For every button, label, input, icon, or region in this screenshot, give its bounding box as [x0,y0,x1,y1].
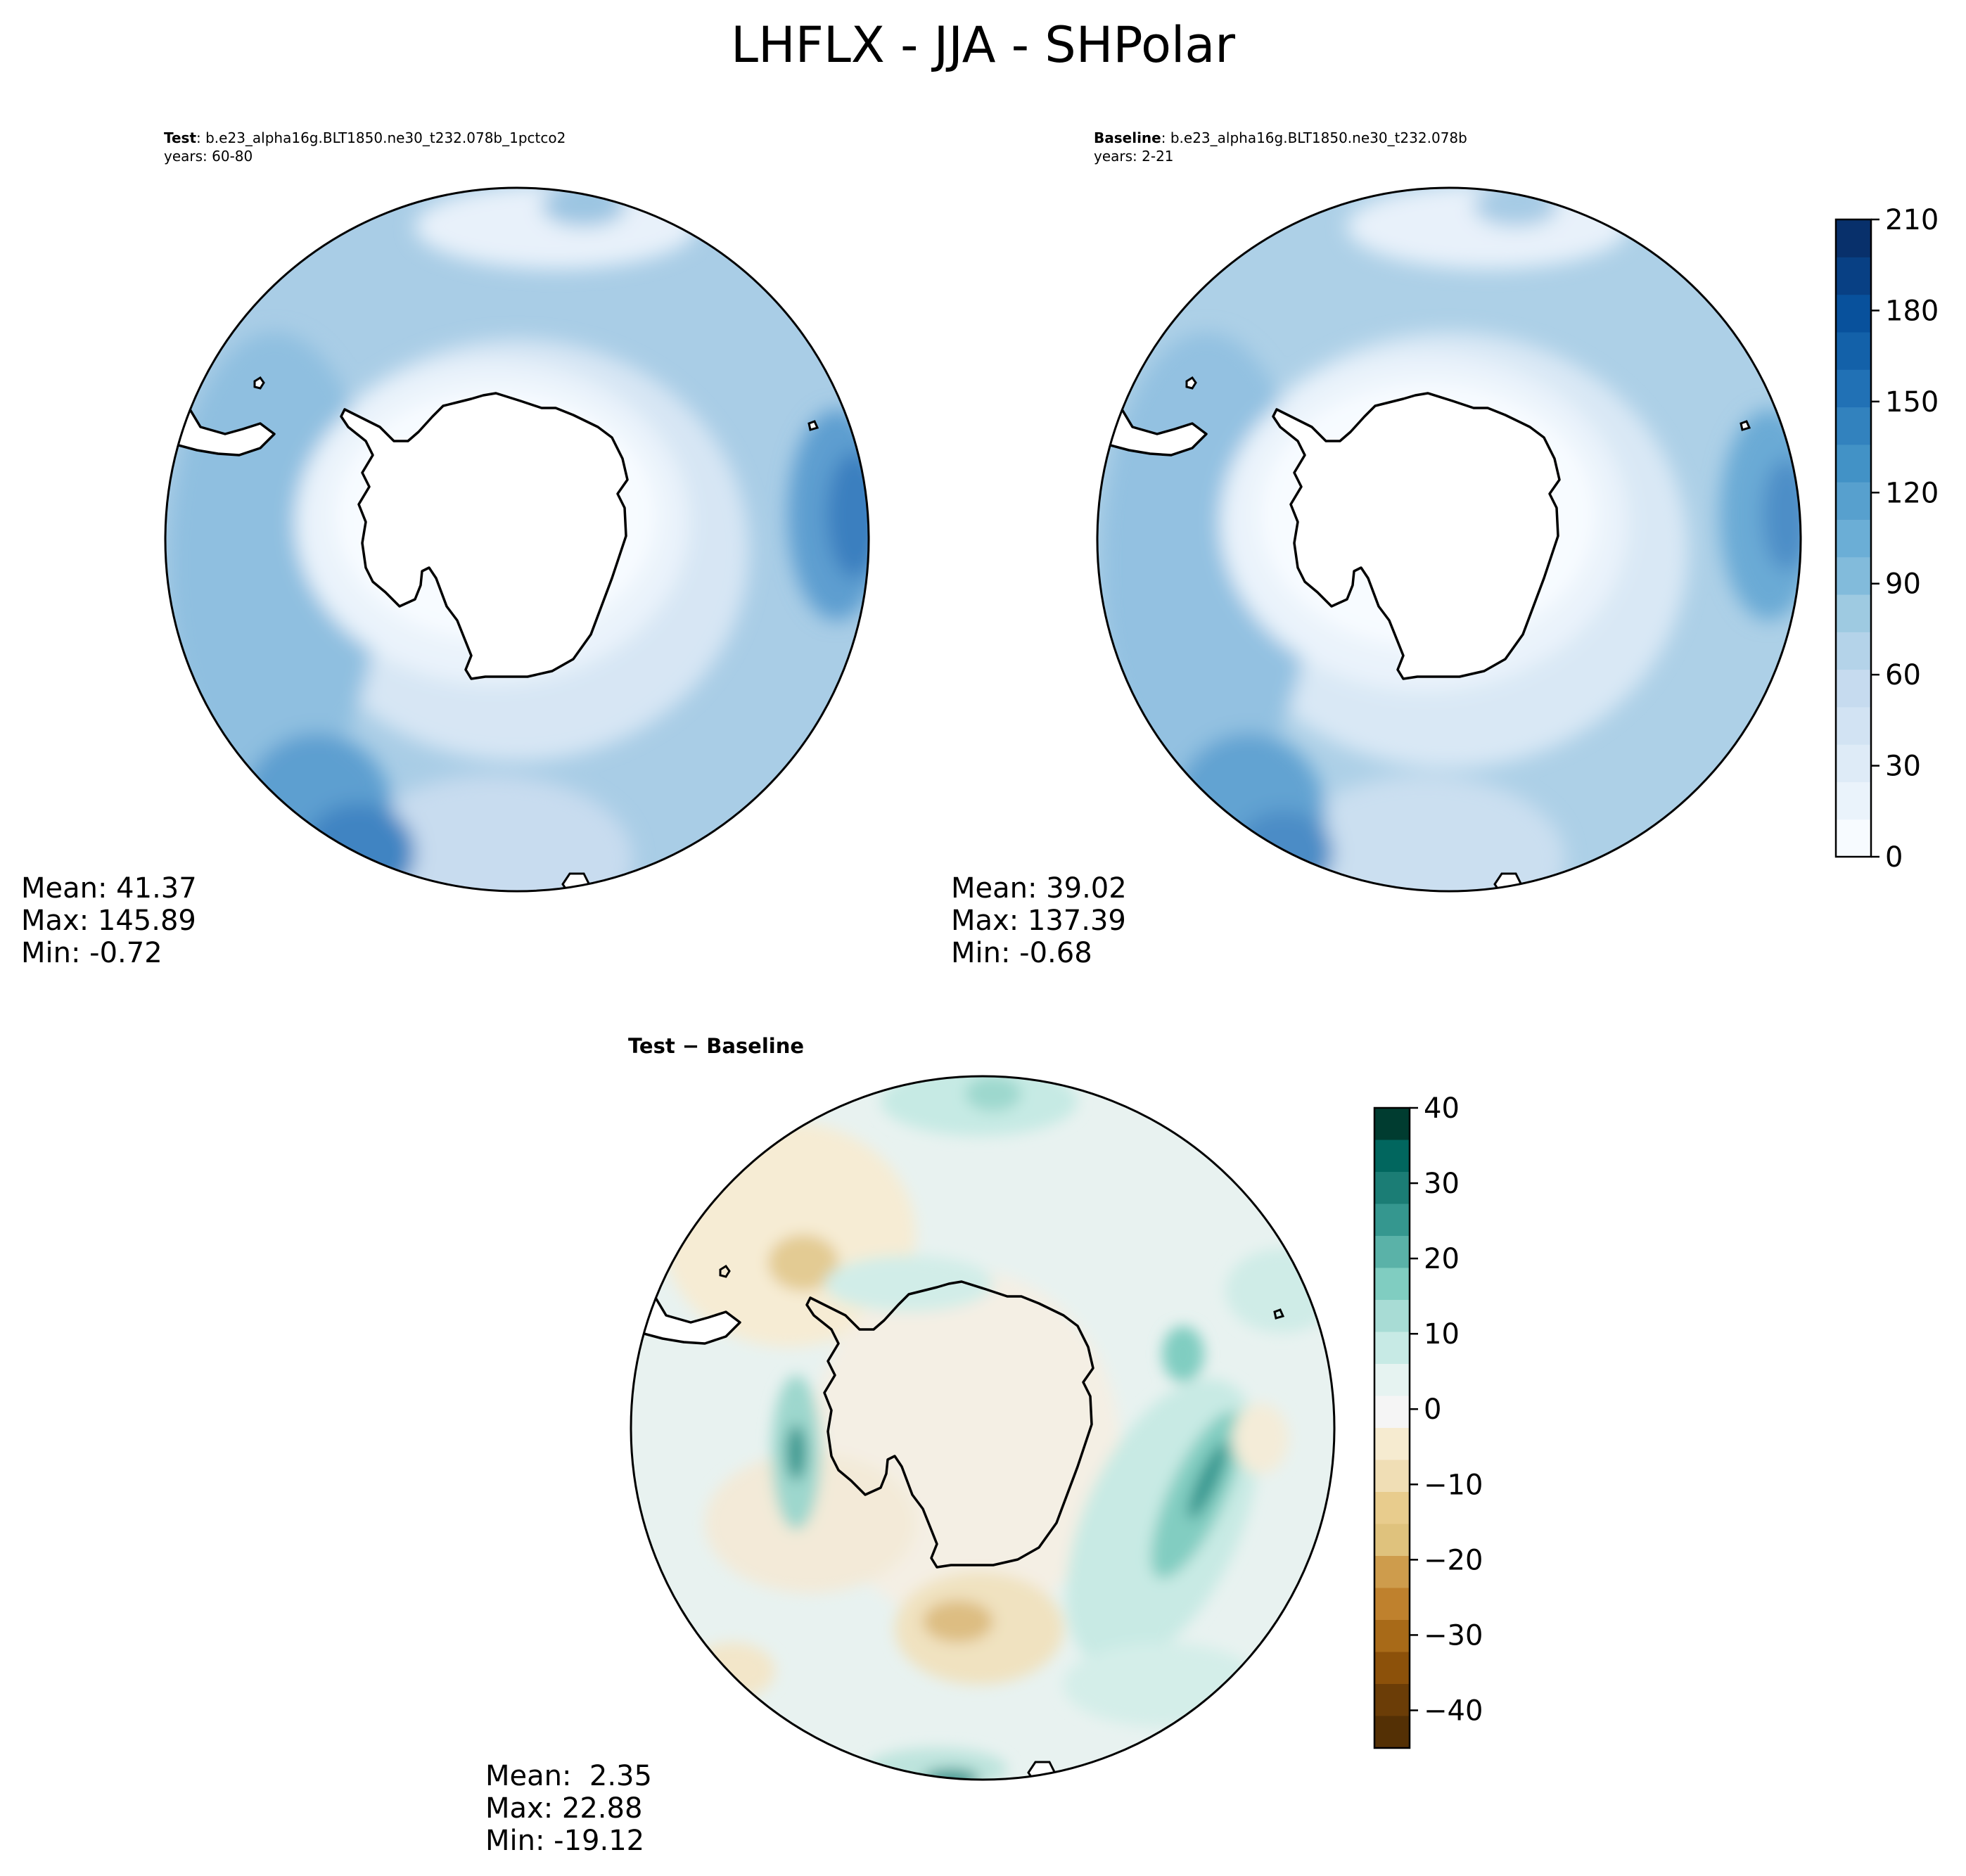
baseline-map [1096,186,1802,893]
island-outline [1740,420,1751,431]
main-colorbar-frame [1834,218,1872,858]
main-colorbar-color-level [1836,331,1871,370]
difference-colorbar-tick-label: −40 [1424,1695,1483,1727]
difference-colorbar-color-level [1374,1140,1410,1173]
island-outline [808,420,819,431]
main-colorbar-color-level [1836,632,1871,670]
test-label: Test [164,129,197,146]
test-years: years: 60-80 [164,148,253,165]
difference-colorbar-color-level [1374,1332,1410,1365]
baseline-max: Max: 137.39 [951,905,1126,937]
test-max: Max: 145.89 [21,905,196,937]
difference-colorbar: 40 30 20 10 0 −10 −20 −30 −40 [1373,1092,1483,1749]
main-colorbar-color-level [1836,594,1871,632]
difference-colorbar-color-level [1374,1620,1410,1653]
island-outline [253,376,265,390]
main-colorbar-tick-label: 150 [1885,386,1939,419]
baseline-years: years: 2-21 [1094,148,1174,165]
main-colorbar-color-level [1836,669,1871,708]
main-colorbar-color-level [1836,482,1871,520]
main-colorbar-color-level [1836,744,1871,783]
difference-colorbar-color-level [1374,1428,1410,1461]
difference-colorbar-tick-label: 10 [1424,1318,1460,1351]
difference-title: Test − Baseline [628,1034,805,1058]
difference-colorbar-color-level [1374,1204,1410,1237]
baseline-label: Baseline [1094,129,1161,146]
difference-max: Max: 22.88 [485,1792,643,1825]
difference-colorbar-tick-label: 20 [1424,1243,1460,1275]
difference-colorbar-color-level [1374,1172,1410,1205]
main-colorbar-tick-label: 0 [1885,841,1903,874]
main-colorbar-color-level [1836,219,1871,257]
difference-colorbar-tick-label: −20 [1424,1544,1483,1576]
difference-colorbar-color-level [1374,1396,1410,1429]
island-outline [719,1264,731,1278]
antarctica-land [340,392,629,680]
main-colorbar-color-level [1836,706,1871,745]
difference-colorbar-color-level [1374,1108,1410,1141]
difference-colorbar-color-level [1374,1492,1410,1525]
difference-min: Min: -19.12 [485,1825,645,1857]
difference-colorbar-color-level [1374,1556,1410,1589]
main-colorbar-color-level [1836,556,1871,595]
antarctica-land [1272,392,1561,680]
difference-colorbar-tick-label: 40 [1424,1092,1460,1125]
island-outline [1185,376,1197,390]
difference-colorbar-color-level [1374,1364,1410,1397]
test-mean: Mean: 41.37 [21,872,197,905]
difference-colorbar-tick-label: −10 [1424,1469,1483,1501]
main-colorbar-tick-label: 60 [1885,659,1921,691]
antarctica-land [805,1280,1094,1569]
difference-colorbar-color-level [1374,1236,1410,1269]
difference-colorbar-tick-label: 30 [1424,1168,1460,1200]
baseline-mean: Mean: 39.02 [951,872,1127,905]
difference-colorbar-color-level [1374,1268,1410,1301]
test-caption: Test: b.e23_alpha16g.BLT1850.ne30_t232.0… [164,129,566,165]
baseline-caption: Baseline: b.e23_alpha16g.BLT1850.ne30_t2… [1094,129,1467,165]
main-colorbar-tick-label: 210 [1885,204,1939,236]
difference-colorbar-color-level [1374,1652,1410,1685]
baseline-stats: Mean: 39.02 Max: 137.39 Min: -0.68 [951,872,1127,969]
test-min: Min: -0.72 [21,937,162,969]
main-colorbar-tick-label: 90 [1885,568,1921,601]
difference-colorbar-color-level [1374,1588,1410,1621]
difference-colorbar-tick-label: −30 [1424,1619,1483,1652]
test-stats: Mean: 41.37 Max: 145.89 Min: -0.72 [21,872,197,969]
difference-colorbar-tick-label: 0 [1424,1393,1441,1426]
difference-map [630,1075,1336,1781]
main-colorbar-tick-label: 180 [1885,295,1939,327]
difference-colorbar-color-level [1374,1300,1410,1333]
baseline-case-name: : b.e23_alpha16g.BLT1850.ne30_t232.078b [1161,129,1467,146]
difference-colorbar-color-level [1374,1716,1410,1749]
main-colorbar-color-level [1836,257,1871,295]
main-colorbar-color-level [1836,519,1871,558]
figure-title: LHFLX - JJA - SHPolar [730,16,1236,74]
test-map [164,186,870,893]
baseline-min: Min: -0.68 [951,937,1092,969]
main-colorbar-tick-label: 30 [1885,751,1921,783]
difference-colorbar-color-level [1374,1684,1410,1717]
main-colorbar-tick-label: 120 [1885,477,1939,509]
test-case-name: : b.e23_alpha16g.BLT1850.ne30_t232.078b_… [196,129,566,146]
island-outline [1273,1308,1285,1320]
difference-mean: Mean: 2.35 [485,1760,652,1792]
main-colorbar-color-level [1836,407,1871,445]
main-colorbar-color-level [1836,369,1871,408]
main-colorbar: 0 30 60 90 120 150 180 210 [1834,204,1939,874]
difference-colorbar-color-level [1374,1460,1410,1493]
difference-colorbar-frame [1373,1106,1411,1749]
main-colorbar-color-level [1836,781,1871,820]
main-colorbar-color-level [1836,819,1871,857]
difference-stats: Mean: 2.35 Max: 22.88 Min: -19.12 [485,1760,652,1857]
difference-colorbar-color-level [1374,1524,1410,1557]
main-colorbar-color-level [1836,294,1871,333]
main-colorbar-color-level [1836,444,1871,483]
